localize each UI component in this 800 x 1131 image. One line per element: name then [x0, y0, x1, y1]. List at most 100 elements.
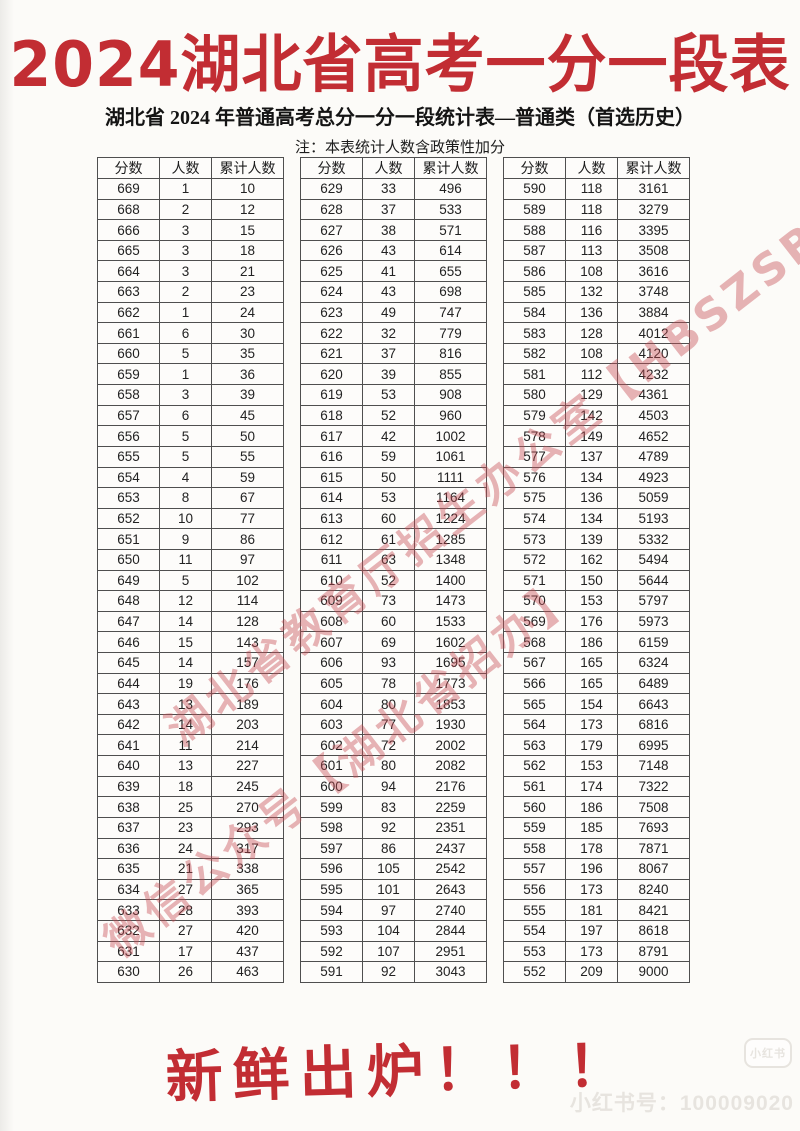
- cumulative-cell: 7871: [617, 837, 690, 860]
- cumulative-cell: 9000: [617, 961, 690, 983]
- table-row: 602 72 2002: [300, 734, 487, 757]
- count-cell: 6: [159, 322, 212, 344]
- count-cell: 108: [565, 342, 618, 365]
- count-cell: 173: [565, 878, 618, 901]
- table-row: 660 5 35: [97, 342, 284, 365]
- count-cell: 139: [565, 528, 618, 550]
- table-row: 633 28 393: [97, 899, 284, 921]
- count-cell: 50: [362, 466, 415, 489]
- table-row: 623 49 747: [300, 301, 487, 324]
- table-row: 586 108 3616: [503, 260, 690, 283]
- cumulative-cell: 1111: [414, 466, 487, 489]
- score-cell: 589: [503, 198, 566, 221]
- count-cell: 107: [362, 940, 415, 963]
- cumulative-cell: 698: [414, 281, 487, 303]
- column-header: 人数: [565, 157, 618, 179]
- cumulative-cell: 128: [211, 610, 284, 633]
- score-cell: 584: [503, 301, 566, 324]
- table-row: 562 153 7148: [503, 755, 690, 777]
- count-cell: 42: [362, 425, 415, 447]
- score-cell: 638: [97, 796, 160, 818]
- score-cell: 612: [300, 528, 363, 550]
- cumulative-cell: 2951: [414, 940, 487, 963]
- table-row: 590 118 3161: [503, 178, 690, 200]
- score-cell: 602: [300, 734, 363, 757]
- score-cell: 582: [503, 342, 566, 365]
- score-cell: 616: [300, 445, 363, 468]
- table-row: 560 186 7508: [503, 796, 690, 818]
- score-cell: 629: [300, 178, 363, 200]
- count-cell: 18: [159, 775, 212, 798]
- count-cell: 69: [362, 631, 415, 654]
- cumulative-cell: 317: [211, 837, 284, 860]
- table-row: 641 11 214: [97, 734, 284, 757]
- table-row: 588 116 3395: [503, 219, 690, 241]
- score-cell: 656: [97, 425, 160, 447]
- cumulative-cell: 6324: [617, 652, 690, 674]
- score-cell: 587: [503, 239, 566, 262]
- count-cell: 5: [159, 569, 212, 592]
- cumulative-cell: 203: [211, 713, 284, 736]
- cumulative-cell: 1285: [414, 528, 487, 550]
- score-cell: 651: [97, 528, 160, 550]
- cumulative-cell: 214: [211, 734, 284, 757]
- cumulative-cell: 3043: [414, 961, 487, 983]
- table-row: 629 33 496: [300, 178, 487, 200]
- score-cell: 628: [300, 198, 363, 221]
- cumulative-cell: 77: [211, 507, 284, 530]
- table-row: 652 10 77: [97, 507, 284, 530]
- score-cell: 637: [97, 816, 160, 839]
- count-cell: 24: [159, 837, 212, 860]
- table-row: 585 132 3748: [503, 281, 690, 303]
- cumulative-cell: 779: [414, 322, 487, 344]
- score-cell: 610: [300, 569, 363, 592]
- cumulative-cell: 30: [211, 322, 284, 344]
- count-cell: 136: [565, 487, 618, 509]
- cumulative-cell: 3161: [617, 178, 690, 200]
- count-cell: 38: [362, 219, 415, 241]
- cumulative-cell: 189: [211, 693, 284, 715]
- cumulative-cell: 24: [211, 301, 284, 324]
- table-row: 559 185 7693: [503, 816, 690, 839]
- cumulative-cell: 7322: [617, 775, 690, 798]
- score-cell: 599: [300, 796, 363, 818]
- column-header: 分数: [97, 157, 160, 179]
- score-cell: 596: [300, 858, 363, 880]
- score-cell: 564: [503, 713, 566, 736]
- cumulative-cell: 4120: [617, 342, 690, 365]
- cumulative-cell: 5059: [617, 487, 690, 509]
- score-cell: 614: [300, 487, 363, 509]
- count-cell: 26: [159, 961, 212, 983]
- score-cell: 630: [97, 961, 160, 983]
- score-cell: 592: [300, 940, 363, 963]
- count-cell: 128: [565, 322, 618, 344]
- table-row: 665 3 18: [97, 239, 284, 262]
- score-cell: 586: [503, 260, 566, 283]
- score-tables: 分数 人数 累计人数 669 1 10 668 2 12 666 3 15 665 3 18 664 3 21 66…: [97, 157, 690, 983]
- score-cell: 561: [503, 775, 566, 798]
- score-cell: 652: [97, 507, 160, 530]
- count-cell: 15: [159, 631, 212, 654]
- table-row: 597 86 2437: [300, 837, 487, 860]
- score-cell: 588: [503, 219, 566, 241]
- count-cell: 5: [159, 445, 212, 468]
- count-cell: 23: [159, 816, 212, 839]
- cumulative-cell: 2259: [414, 796, 487, 818]
- cumulative-cell: 614: [414, 239, 487, 262]
- count-cell: 186: [565, 631, 618, 654]
- cumulative-cell: 4923: [617, 466, 690, 489]
- table-row: 587 113 3508: [503, 239, 690, 262]
- table-row: 594 97 2740: [300, 899, 487, 921]
- score-cell: 622: [300, 322, 363, 344]
- score-table-right: 分数 人数 累计人数 590 118 3161 589 118 3279 588 116 3395 58…: [503, 157, 690, 983]
- count-cell: 72: [362, 734, 415, 757]
- table-row: 581 112 4232: [503, 363, 690, 386]
- table-row: 573 139 5332: [503, 528, 690, 550]
- count-cell: 93: [362, 652, 415, 674]
- score-cell: 646: [97, 631, 160, 654]
- table-row: 589 118 3279: [503, 198, 690, 221]
- cumulative-cell: 6159: [617, 631, 690, 654]
- cumulative-cell: 5644: [617, 569, 690, 592]
- table-row: 565 154 6643: [503, 693, 690, 715]
- table-row: 607 69 1602: [300, 631, 487, 654]
